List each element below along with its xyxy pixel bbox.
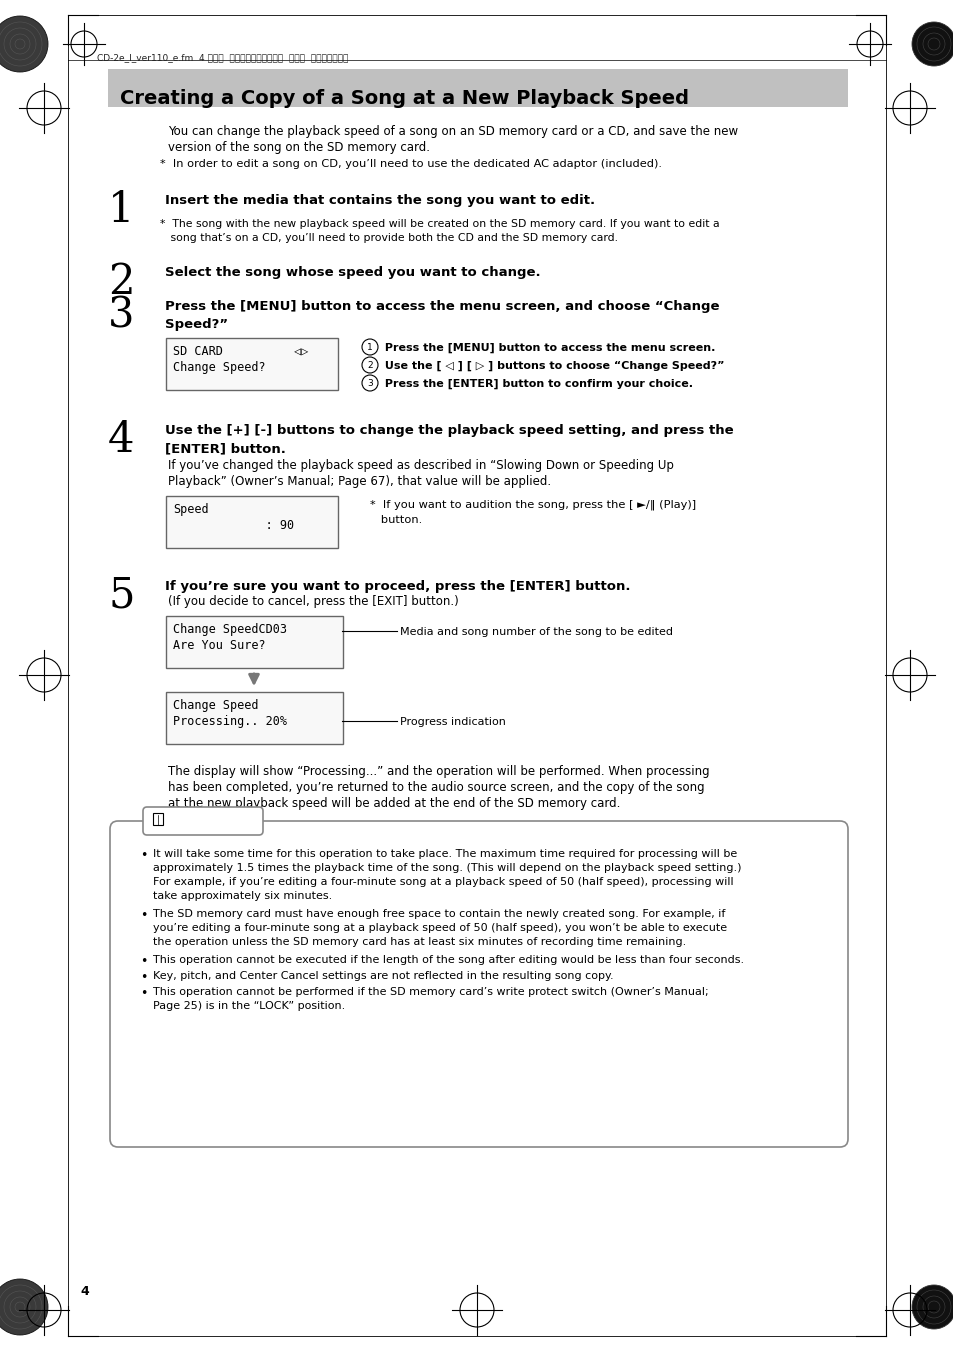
Text: take approximately six minutes.: take approximately six minutes. <box>152 892 332 901</box>
Text: Page 25) is in the “LOCK” position.: Page 25) is in the “LOCK” position. <box>152 1001 345 1011</box>
Text: For example, if you’re editing a four-minute song at a playback speed of 50 (hal: For example, if you’re editing a four-mi… <box>152 877 733 888</box>
Text: button.: button. <box>370 515 422 526</box>
Text: *  In order to edit a song on CD, you’ll need to use the dedicated AC adaptor (i: * In order to edit a song on CD, you’ll … <box>160 159 661 169</box>
Text: If you’ve changed the playback speed as described in “Slowing Down or Speeding U: If you’ve changed the playback speed as … <box>168 459 673 471</box>
Text: SD CARD          ◁▷: SD CARD ◁▷ <box>172 345 308 358</box>
FancyBboxPatch shape <box>148 811 257 828</box>
Text: 4: 4 <box>80 1285 89 1298</box>
Text: •: • <box>140 971 147 984</box>
Text: at the new playback speed will be added at the end of the SD memory card.: at the new playback speed will be added … <box>168 797 619 811</box>
Text: *  If you want to audition the song, press the [ ►/‖ (Play)]: * If you want to audition the song, pres… <box>370 499 696 509</box>
Circle shape <box>911 22 953 66</box>
FancyBboxPatch shape <box>143 807 263 835</box>
Text: Creating a Copy of a Song at a New Playback Speed: Creating a Copy of a Song at a New Playb… <box>120 89 688 108</box>
Text: has been completed, you’re returned to the audio source screen, and the copy of : has been completed, you’re returned to t… <box>168 781 704 794</box>
Text: You can change the playback speed of a song on an SD memory card or a CD, and sa: You can change the playback speed of a s… <box>168 126 738 138</box>
Text: Change Speed?: Change Speed? <box>172 361 265 374</box>
Text: The display will show “Processing...” and the operation will be performed. When : The display will show “Processing...” an… <box>168 765 709 778</box>
Text: Media and song number of the song to be edited: Media and song number of the song to be … <box>399 627 672 638</box>
Text: [ENTER] button.: [ENTER] button. <box>165 442 286 455</box>
Text: Speed?”: Speed?” <box>165 317 228 331</box>
Text: CD-2e_l_ver110_e.fm  4 ページ  ２００８年５月２８日  水曜日  午後２時３３分: CD-2e_l_ver110_e.fm 4 ページ ２００８年５月２８日 水曜日… <box>97 53 348 62</box>
FancyBboxPatch shape <box>110 821 847 1147</box>
Text: •: • <box>140 955 147 969</box>
Text: Use the [ ◁ ] [ ▷ ] buttons to choose “Change Speed?”: Use the [ ◁ ] [ ▷ ] buttons to choose “C… <box>380 361 723 372</box>
Text: 3: 3 <box>367 378 373 388</box>
Text: 1: 1 <box>367 343 373 351</box>
Text: •: • <box>140 909 147 921</box>
FancyBboxPatch shape <box>166 496 337 549</box>
Text: •: • <box>140 988 147 1000</box>
Text: Press the [ENTER] button to confirm your choice.: Press the [ENTER] button to confirm your… <box>380 380 692 389</box>
Text: Processing.. 20%: Processing.. 20% <box>172 715 287 728</box>
Text: Playback” (Owner’s Manual; Page 67), that value will be applied.: Playback” (Owner’s Manual; Page 67), tha… <box>168 476 551 488</box>
Text: version of the song on the SD memory card.: version of the song on the SD memory car… <box>168 141 430 154</box>
Text: 2: 2 <box>108 261 134 303</box>
Text: Insert the media that contains the song you want to edit.: Insert the media that contains the song … <box>165 195 595 207</box>
Text: *  The song with the new playback speed will be created on the SD memory card. I: * The song with the new playback speed w… <box>160 219 719 230</box>
Text: It will take some time for this operation to take place. The maximum time requir: It will take some time for this operatio… <box>152 848 737 859</box>
Text: 1: 1 <box>108 189 134 231</box>
FancyBboxPatch shape <box>166 692 343 744</box>
Text: Key, pitch, and Center Cancel settings are not reflected in the resulting song c: Key, pitch, and Center Cancel settings a… <box>152 971 613 981</box>
Text: Press the [MENU] button to access the menu screen.: Press the [MENU] button to access the me… <box>380 343 715 353</box>
Text: song that’s on a CD, you’ll need to provide both the CD and the SD memory card.: song that’s on a CD, you’ll need to prov… <box>160 232 618 243</box>
Text: 3: 3 <box>108 295 134 336</box>
Text: This operation cannot be executed if the length of the song after editing would : This operation cannot be executed if the… <box>152 955 743 965</box>
Text: (If you decide to cancel, press the [EXIT] button.): (If you decide to cancel, press the [EXI… <box>168 594 458 608</box>
Text: Progress indication: Progress indication <box>399 717 505 727</box>
Text: Use the [+] [-] buttons to change the playback speed setting, and press the: Use the [+] [-] buttons to change the pl… <box>165 424 733 436</box>
Text: This operation cannot be performed if the SD memory card’s write protect switch : This operation cannot be performed if th… <box>152 988 708 997</box>
Circle shape <box>911 1285 953 1329</box>
Text: Speed: Speed <box>172 503 209 516</box>
FancyBboxPatch shape <box>108 69 847 107</box>
Circle shape <box>0 16 48 72</box>
Text: : 90: : 90 <box>172 519 294 532</box>
Text: Select the song whose speed you want to change.: Select the song whose speed you want to … <box>165 266 540 280</box>
Text: Change SpeedCD03: Change SpeedCD03 <box>172 623 287 636</box>
Circle shape <box>0 1279 48 1335</box>
Text: Are You Sure?: Are You Sure? <box>172 639 265 653</box>
Text: •: • <box>140 848 147 862</box>
Text: you’re editing a four-minute song at a playback speed of 50 (half speed), you wo: you’re editing a four-minute song at a p… <box>152 923 726 934</box>
Text: 2: 2 <box>367 361 373 370</box>
Text: Change Speed: Change Speed <box>172 698 258 712</box>
Text: If you’re sure you want to proceed, press the [ENTER] button.: If you’re sure you want to proceed, pres… <box>165 580 630 593</box>
Text: approximately 1.5 times the playback time of the song. (This will depend on the : approximately 1.5 times the playback tim… <box>152 863 740 873</box>
Text: The SD memory card must have enough free space to contain the newly created song: The SD memory card must have enough free… <box>152 909 724 919</box>
Text: 4: 4 <box>108 419 134 461</box>
FancyBboxPatch shape <box>166 616 343 667</box>
Text: the operation unless the SD memory card has at least six minutes of recording ti: the operation unless the SD memory card … <box>152 938 685 947</box>
Text: Important: Important <box>166 815 236 828</box>
Text: 5: 5 <box>108 576 134 617</box>
Text: Press the [MENU] button to access the menu screen, and choose “Change: Press the [MENU] button to access the me… <box>165 300 719 313</box>
FancyBboxPatch shape <box>166 338 337 390</box>
